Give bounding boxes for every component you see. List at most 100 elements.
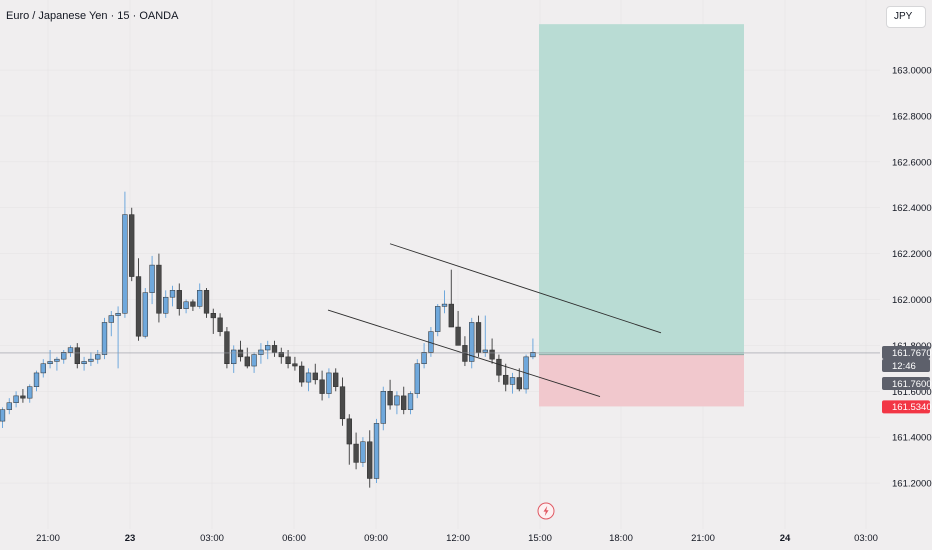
candle-body — [197, 290, 203, 307]
loss-zone[interactable] — [539, 354, 744, 407]
candle — [40, 359, 46, 378]
time-tick-label: 24 — [780, 533, 791, 544]
candle-body — [88, 358, 94, 362]
alert-icon[interactable] — [537, 502, 555, 520]
candle — [475, 315, 482, 357]
candle — [190, 299, 196, 311]
candle — [95, 349, 101, 364]
candle — [455, 310, 461, 346]
price-tick-label: 161.4000 — [892, 433, 932, 444]
candle — [435, 304, 441, 337]
candle — [61, 349, 67, 364]
profit-zone[interactable] — [539, 24, 744, 355]
candle-body — [373, 423, 380, 479]
svg-text:161.7670: 161.7670 — [892, 348, 932, 359]
candle — [101, 317, 108, 360]
candle-body — [469, 322, 475, 362]
last-price-badge: 161.7670 — [882, 345, 932, 359]
long-position-tool[interactable] — [539, 24, 744, 407]
time-axis-bg — [0, 529, 880, 550]
price-axis-bg — [880, 0, 932, 550]
candle — [305, 368, 312, 392]
candle-body — [339, 386, 346, 420]
price-tick-label: 162.0000 — [892, 295, 932, 306]
candle-body — [81, 361, 87, 364]
candle-body — [210, 313, 216, 319]
candle-body — [156, 264, 162, 314]
trend-channel[interactable] — [327, 243, 662, 397]
candle — [530, 338, 536, 360]
svg-text:161.7600: 161.7600 — [892, 379, 932, 390]
candle-body — [258, 349, 264, 355]
candle — [339, 377, 346, 426]
candle-body — [142, 292, 148, 337]
candle-body — [6, 402, 12, 410]
candle-body — [115, 313, 121, 316]
candle-body — [278, 352, 284, 358]
candle — [265, 340, 271, 360]
candle — [326, 368, 332, 399]
time-tick-label: 03:00 — [200, 533, 224, 544]
candle — [67, 345, 74, 357]
candle — [401, 386, 407, 415]
candle-body — [54, 358, 60, 362]
candle-body — [326, 372, 332, 394]
candle-body — [244, 356, 250, 367]
candle — [237, 340, 244, 362]
channel-line[interactable] — [389, 243, 662, 334]
candle-body — [292, 363, 298, 367]
candle — [414, 359, 420, 399]
candle-body — [312, 372, 318, 381]
candle — [360, 437, 366, 467]
candle — [231, 345, 237, 373]
candle — [115, 306, 121, 369]
candle-body — [360, 441, 366, 463]
candle-body — [299, 365, 305, 383]
candle-body — [122, 214, 128, 314]
price-tick-label: 161.6000 — [892, 387, 932, 398]
candle — [292, 356, 298, 371]
time-tick-label: 03:00 — [854, 533, 878, 544]
candle-body — [530, 352, 536, 358]
candle — [421, 343, 427, 369]
candle-body — [203, 290, 210, 314]
candle — [448, 269, 454, 328]
candle — [516, 368, 522, 392]
candle-body — [394, 395, 400, 406]
candle-body — [516, 377, 522, 390]
candle — [441, 290, 448, 314]
candle — [319, 370, 325, 401]
candle-body — [421, 352, 427, 364]
candle — [469, 317, 475, 369]
candle — [27, 384, 33, 403]
price-axis[interactable]: 163.0000 162.8000 162.6000 162.4000 162.2000… — [880, 0, 932, 550]
candle — [509, 372, 516, 394]
chart-title: Euro / Japanese Yen · 15 · OANDA — [6, 10, 179, 22]
candle-body — [163, 296, 169, 314]
candle — [367, 430, 373, 488]
candle-body — [217, 317, 223, 332]
candle — [299, 361, 305, 387]
candle — [373, 418, 380, 484]
candle — [197, 283, 203, 309]
svg-text:12:46: 12:46 — [892, 361, 916, 372]
price-tick-label: 163.0000 — [892, 66, 932, 77]
candle-body — [33, 372, 40, 387]
candle — [278, 347, 284, 364]
time-tick-label: 09:00 — [364, 533, 388, 544]
candle-body — [27, 386, 33, 399]
candle-body — [231, 349, 237, 364]
time-axis[interactable]: 21:00 23 03:00 06:00 09:00 12:00 15:00 18:00 21:… — [0, 529, 880, 550]
candle — [353, 432, 359, 470]
candle-body — [135, 276, 142, 337]
currency-button[interactable]: JPY — [886, 6, 926, 28]
price-tick-label: 161.2000 — [892, 479, 932, 490]
channel-line[interactable] — [327, 309, 601, 397]
candle — [20, 388, 26, 403]
time-tick-label: 21:00 — [691, 533, 715, 544]
candle — [183, 299, 189, 314]
candle-body — [0, 409, 6, 422]
candle — [108, 310, 114, 337]
